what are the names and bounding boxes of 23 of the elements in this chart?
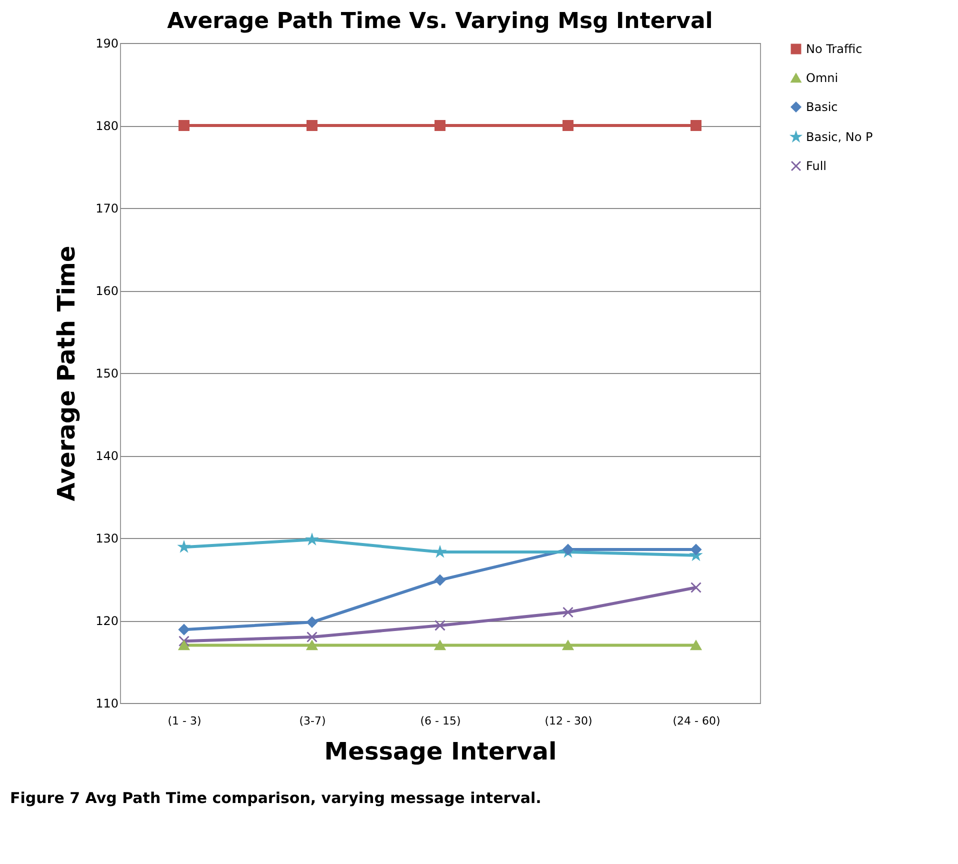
legend-label: Basic, No P	[806, 130, 873, 144]
y-tick-label: 160	[96, 284, 118, 298]
y-tick-label: 170	[96, 202, 118, 216]
y-axis-title: Average Path Time	[52, 246, 81, 502]
legend-label: Full	[806, 159, 827, 173]
y-tick-label: 150	[96, 366, 118, 380]
x-tick-label: (12 - 30)	[544, 714, 592, 728]
y-tick-label: 110	[96, 696, 118, 710]
legend-label: No Traffic	[806, 42, 862, 56]
legend-label: Omni	[806, 71, 838, 85]
x-axis-title: Message Interval	[324, 738, 557, 766]
y-tick-label: 190	[96, 36, 118, 50]
x-tick-label: (6 - 15)	[420, 714, 461, 728]
x-tick-label: (24 - 60)	[672, 714, 720, 728]
y-tick-label: 120	[96, 614, 118, 628]
legend-label: Basic	[806, 100, 838, 114]
x-tick-label: (1 - 3)	[168, 714, 202, 728]
y-tick-label: 140	[96, 449, 118, 463]
chart-title: Average Path Time Vs. Varying Msg Interval	[167, 9, 713, 34]
y-tick-label: 180	[96, 119, 118, 133]
x-tick-label: (3-7)	[299, 714, 326, 728]
caption: Figure 7 Avg Path Time comparison, varying message interval.	[10, 789, 542, 807]
y-tick-label: 130	[96, 532, 118, 546]
